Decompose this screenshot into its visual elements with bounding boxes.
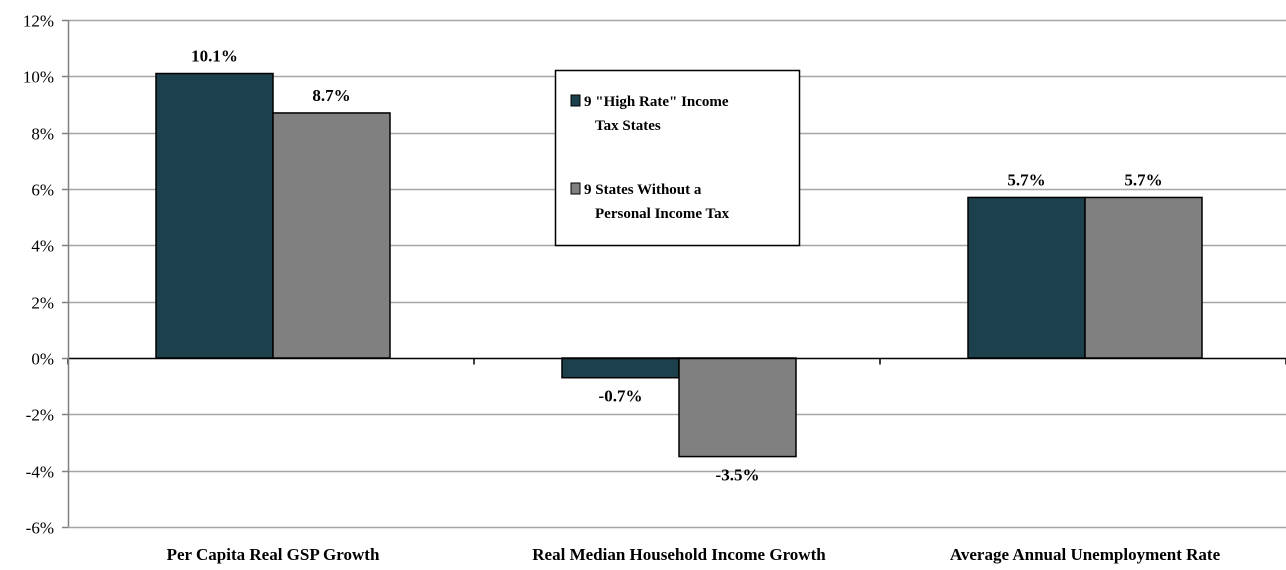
bar-no-income-tax bbox=[272, 112, 391, 359]
bar-high-rate bbox=[155, 72, 274, 359]
legend-label: 9 "High Rate" Income bbox=[584, 94, 729, 110]
bar-no-income-tax bbox=[1084, 196, 1203, 359]
category-label: Per Capita Real GSP Growth bbox=[167, 545, 380, 564]
legend-label: Tax States bbox=[595, 118, 661, 134]
y-axis: -6% -4% -2% 0% 2% 4% 6% 8% 10% 12% bbox=[23, 12, 70, 538]
data-labels: 10.1% 8.7% -0.7% -3.5% 5.7% 5.7% bbox=[191, 47, 1163, 485]
bar-high-rate bbox=[561, 357, 680, 379]
legend-label: Personal Income Tax bbox=[595, 206, 730, 222]
data-label: -3.5% bbox=[716, 466, 760, 485]
category-label: Real Median Household Income Growth bbox=[532, 545, 826, 564]
y-tick-label: 10% bbox=[23, 68, 54, 87]
legend-label: 9 States Without a bbox=[584, 182, 702, 198]
y-tick-label: 4% bbox=[31, 237, 54, 256]
y-tick-label: 8% bbox=[31, 125, 54, 144]
data-label: -0.7% bbox=[599, 387, 643, 406]
data-label: 8.7% bbox=[312, 86, 350, 105]
y-tick-label: 0% bbox=[31, 350, 54, 369]
category-label: Average Annual Unemployment Rate bbox=[950, 545, 1221, 564]
data-label: 5.7% bbox=[1124, 170, 1162, 189]
data-label: 10.1% bbox=[191, 47, 238, 66]
legend-box bbox=[554, 69, 801, 247]
y-tick-label: -4% bbox=[26, 463, 54, 482]
data-label: 5.7% bbox=[1007, 170, 1045, 189]
legend-swatch bbox=[570, 94, 581, 107]
bars bbox=[155, 72, 1203, 458]
y-tick-label: -2% bbox=[26, 406, 54, 425]
y-tick-label: 6% bbox=[31, 181, 54, 200]
legend: 9 "High Rate" Income Tax States 9 States W… bbox=[554, 69, 801, 247]
y-tick-label: 2% bbox=[31, 294, 54, 313]
y-tick-label: -6% bbox=[26, 519, 54, 538]
y-tick-label: 12% bbox=[23, 12, 54, 31]
x-axis-labels: Per Capita Real GSP Growth Real Median Ho… bbox=[167, 545, 1221, 564]
bar-no-income-tax bbox=[678, 357, 797, 458]
legend-swatch bbox=[570, 182, 581, 195]
bar-high-rate bbox=[967, 196, 1086, 359]
